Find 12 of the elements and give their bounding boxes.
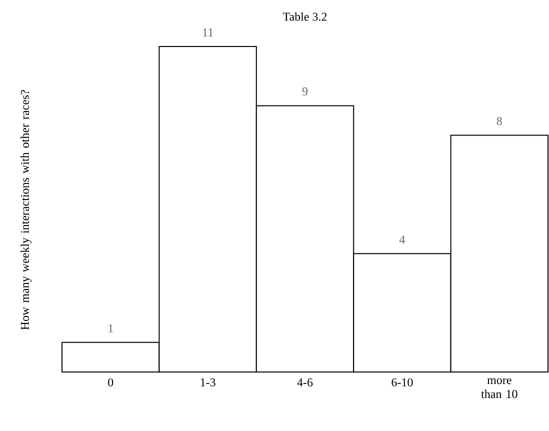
data-label: 8 <box>496 116 502 126</box>
data-label: 1 <box>108 324 113 332</box>
data-label: 9 <box>302 87 308 96</box>
x-tick-label: 1-3 <box>200 378 216 386</box>
x-tick-label: more than 10 <box>481 378 518 398</box>
chart-title: Table 3.2 <box>282 12 327 21</box>
x-tick-label: 6-10 <box>392 378 413 386</box>
x-tick-label: 0 <box>108 378 114 386</box>
data-label: 11 <box>203 28 213 36</box>
data-label: 4 <box>399 236 406 244</box>
y-axis-title: How many weekly interactions with other races? <box>20 90 32 330</box>
x-tick-label: 4-6 <box>297 378 313 386</box>
